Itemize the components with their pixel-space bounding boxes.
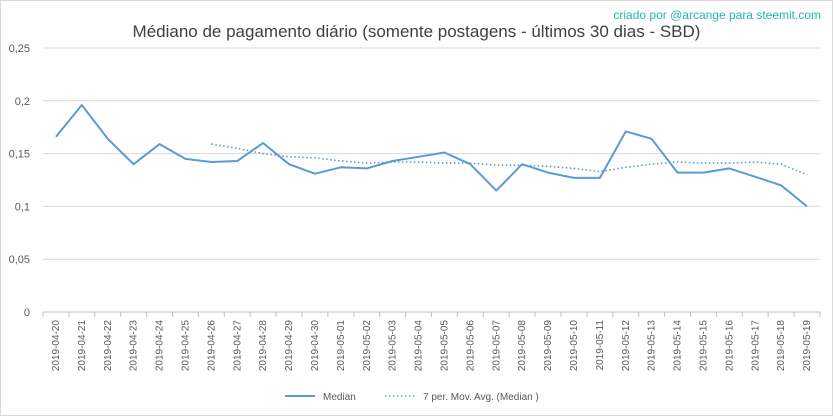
x-tick-label: 2019-04-23 xyxy=(129,320,140,372)
y-tick-label: 0,25 xyxy=(9,43,30,55)
x-tick-label: 2019-05-02 xyxy=(362,320,373,372)
x-tick-label: 2019-05-03 xyxy=(388,320,399,372)
x-tick-label: 2019-04-24 xyxy=(155,320,166,372)
x-tick-label: 2019-04-25 xyxy=(180,320,191,372)
x-tick-label: 2019-04-20 xyxy=(51,320,62,372)
x-tick-label: 2019-04-26 xyxy=(206,320,217,372)
y-tick-label: 0,1 xyxy=(15,201,30,213)
x-tick-label: 2019-05-14 xyxy=(673,320,684,372)
x-tick-label: 2019-05-04 xyxy=(414,320,425,372)
legend-median-label: Median xyxy=(323,392,356,403)
x-tick-label: 2019-05-19 xyxy=(802,320,813,372)
x-tick-label: 2019-05-18 xyxy=(776,320,787,372)
x-tick-label: 2019-04-27 xyxy=(232,320,243,372)
x-tick-label: 2019-05-08 xyxy=(517,320,528,372)
x-tick-label: 2019-04-29 xyxy=(284,320,295,372)
y-tick-label: 0,2 xyxy=(15,96,30,108)
x-tick-label: 2019-05-13 xyxy=(647,320,658,372)
credit-text: criado por @arcange para steemit.com xyxy=(613,8,821,22)
y-tick-label: 0 xyxy=(24,307,30,319)
moving-average-line xyxy=(211,143,808,176)
legend-moving-average-label: 7 per. Mov. Avg. (Median ) xyxy=(423,392,539,403)
x-tick-label: 2019-05-16 xyxy=(724,320,735,372)
x-tick-label: 2019-05-10 xyxy=(569,320,580,372)
x-tick-label: 2019-05-17 xyxy=(750,320,761,372)
x-tick-label: 2019-04-28 xyxy=(258,320,269,372)
y-tick-label: 0,15 xyxy=(9,149,30,161)
x-tick-label: 2019-05-09 xyxy=(543,320,554,372)
x-tick-label: 2019-05-12 xyxy=(621,320,632,372)
x-tick-label: 2019-05-06 xyxy=(465,320,476,372)
x-tick-label: 2019-05-15 xyxy=(698,320,709,372)
x-tick-label: 2019-05-05 xyxy=(439,320,450,372)
x-tick-label: 2019-04-22 xyxy=(103,320,114,372)
median-line xyxy=(55,104,808,208)
x-tick-label: 2019-05-01 xyxy=(336,320,347,372)
x-tick-label: 2019-05-11 xyxy=(595,320,606,371)
x-tick-label: 2019-04-30 xyxy=(310,320,321,372)
y-tick-label: 0,05 xyxy=(9,254,30,266)
chart-title: Médiano de pagamento diário (somente pos… xyxy=(132,22,701,41)
x-tick-label: 2019-04-21 xyxy=(77,320,88,372)
x-tick-label: 2019-05-07 xyxy=(491,320,502,372)
